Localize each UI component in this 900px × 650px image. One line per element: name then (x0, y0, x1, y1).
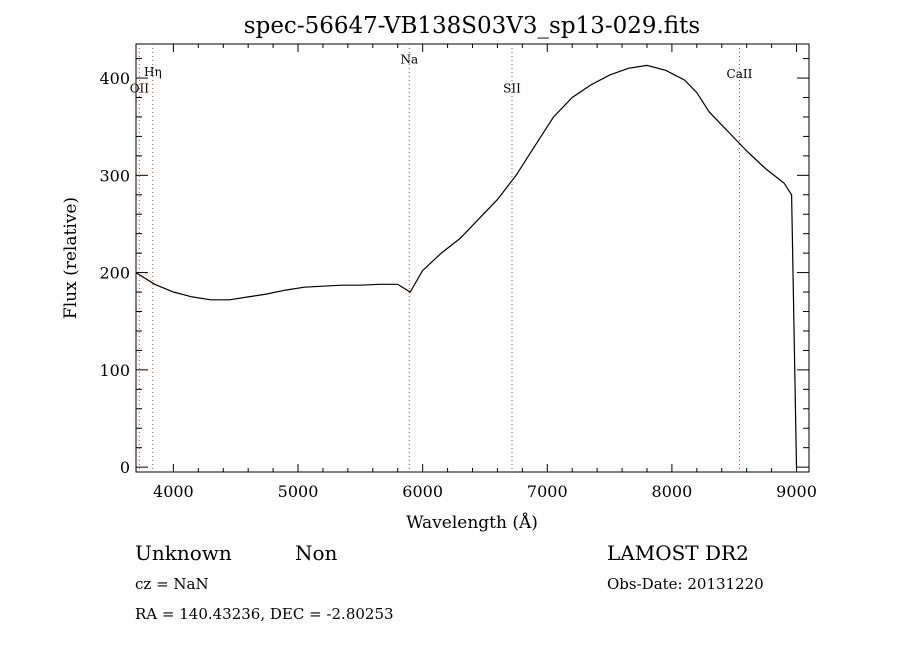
x-tick-label: 7000 (527, 482, 568, 501)
plot-frame (135, 43, 810, 473)
sky-coordinates: RA = 140.43236, DEC = -2.80253 (135, 605, 394, 623)
plot-area: 4000 5000 6000 7000 8000 9000 0 100 200 300 400 OI… (99, 43, 817, 501)
spectrum-line (135, 64, 798, 468)
spectral-line-labels: OII Hη Na SII CaII (130, 52, 753, 95)
x-tick-label: 8000 (652, 482, 693, 501)
x-tick-label: 5000 (278, 482, 319, 501)
y-tick-label: 0 (120, 458, 130, 477)
x-tick-label: 4000 (153, 482, 194, 501)
y-tick-label: 100 (99, 361, 130, 380)
line-label: Hη (144, 65, 162, 79)
line-markers (138, 44, 740, 472)
axis-tick-labels: 4000 5000 6000 7000 8000 9000 0 100 200 300 400 (99, 69, 816, 501)
y-tick-label: 400 (99, 69, 130, 88)
observation-date: Obs-Date: 20131220 (607, 575, 764, 593)
spectrum-series (135, 64, 798, 468)
footer-info: Unknown Non LAMOST DR2 cz = NaN Obs-Date… (135, 541, 764, 623)
redshift-cz: cz = NaN (135, 575, 209, 593)
x-tick-label: 9000 (776, 482, 817, 501)
chart-title: spec-56647-VB138S03V3_sp13-029.fits (244, 13, 700, 39)
line-label: OII (130, 82, 150, 96)
object-class: Unknown (135, 541, 232, 565)
line-label: SII (503, 82, 521, 96)
object-subclass: Non (295, 541, 338, 565)
x-axis-label: Wavelength (Å) (406, 512, 538, 533)
line-label: CaII (727, 67, 753, 81)
y-tick-label: 300 (99, 166, 130, 185)
survey-name: LAMOST DR2 (607, 541, 749, 565)
axis-ticks (136, 44, 809, 472)
line-label: Na (400, 52, 418, 66)
y-axis-label: Flux (relative) (61, 197, 81, 319)
x-tick-label: 6000 (402, 482, 443, 501)
y-tick-label: 200 (99, 264, 130, 283)
